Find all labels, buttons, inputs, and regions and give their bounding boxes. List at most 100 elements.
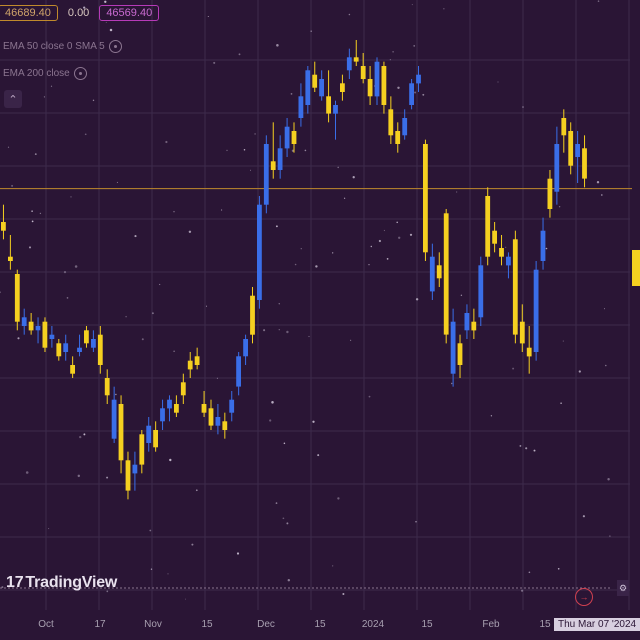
- candle-body: [436, 265, 442, 279]
- candle: [194, 347, 200, 370]
- candle: [49, 326, 55, 348]
- candle: [512, 230, 518, 344]
- star-dot: [450, 382, 453, 385]
- candle-body: [167, 399, 172, 409]
- star-dot: [92, 99, 95, 102]
- star-dot: [528, 571, 531, 574]
- open-value: 46689.40: [0, 5, 58, 21]
- candle: [180, 373, 186, 404]
- candle-body: [443, 213, 449, 335]
- star-dot: [414, 91, 417, 94]
- candle-body: [395, 131, 401, 144]
- candle-body: [187, 360, 193, 370]
- candle-body: [8, 256, 13, 261]
- candle-body: [478, 265, 484, 318]
- star-dot: [397, 86, 400, 90]
- star-dot: [337, 166, 339, 169]
- candle: [409, 79, 414, 110]
- candle-body: [291, 131, 297, 144]
- candle-body: [139, 434, 145, 465]
- time-axis-label: Feb: [482, 619, 500, 630]
- candle: [367, 66, 373, 105]
- candle-body: [236, 356, 241, 387]
- candle: [360, 53, 366, 84]
- candle-body: [388, 109, 394, 136]
- star-dot: [141, 338, 144, 341]
- candle: [21, 308, 27, 335]
- star-dot: [350, 339, 352, 341]
- arrow-right-icon[interactable]: →: [575, 588, 593, 606]
- candle-body: [42, 321, 48, 348]
- star-dot: [39, 212, 42, 215]
- eye-icon[interactable]: [108, 40, 122, 53]
- star-dot: [456, 191, 458, 193]
- star-dot: [348, 13, 351, 16]
- indicator-row-ema200[interactable]: EMA 200 close: [3, 67, 87, 80]
- star-dot: [282, 517, 285, 520]
- star-dot: [191, 543, 194, 546]
- time-axis-label: 15: [421, 619, 433, 630]
- candle: [381, 61, 387, 114]
- star-dot: [578, 370, 581, 373]
- star-dot: [512, 367, 515, 370]
- chevron-up-icon[interactable]: ⌃: [4, 90, 22, 108]
- candle: [298, 83, 304, 127]
- candle-body: [402, 118, 408, 136]
- candle-body: [416, 74, 421, 84]
- candle-body: [346, 57, 352, 71]
- gear-icon[interactable]: ⚙: [617, 580, 629, 596]
- star-dot: [63, 270, 67, 274]
- candle-body: [270, 161, 276, 170]
- candle: [326, 70, 331, 123]
- candle: [63, 334, 69, 361]
- candle: [471, 308, 477, 339]
- candle: [28, 313, 34, 335]
- star-dot: [106, 476, 109, 479]
- star-dot: [221, 209, 223, 211]
- candle: [485, 187, 491, 266]
- time-axis-label: Oct: [38, 619, 54, 630]
- star-dot: [596, 180, 600, 184]
- candle-body: [21, 317, 27, 326]
- star-dot: [286, 522, 289, 525]
- candle-body: [1, 222, 6, 231]
- star-dot: [150, 568, 153, 570]
- time-axis-label: 2024: [361, 619, 385, 630]
- star-dot: [558, 206, 561, 208]
- last-price-marker: [632, 250, 640, 286]
- star-dot: [213, 61, 216, 64]
- candle: [353, 40, 359, 66]
- candle: [132, 451, 138, 491]
- indicator-row-ema50[interactable]: EMA 50 close 0 SMA 5: [3, 40, 122, 53]
- star-dot: [605, 364, 607, 367]
- star-dot: [276, 44, 279, 47]
- candle: [464, 304, 470, 339]
- star-dot: [562, 340, 564, 342]
- candle-body: [450, 321, 456, 374]
- star-dot: [370, 245, 373, 248]
- candle-body: [125, 460, 131, 491]
- star-dot: [31, 220, 34, 223]
- indicator-label-ema200: EMA 200 close: [3, 68, 70, 79]
- star-dot: [368, 395, 371, 398]
- logo-text: TradingView: [25, 574, 118, 591]
- star-dot: [291, 149, 295, 152]
- candle-body: [547, 178, 553, 209]
- star-dot: [522, 106, 524, 108]
- time-axis-label: Dec: [257, 619, 275, 630]
- candle: [111, 386, 117, 443]
- star-dot: [125, 315, 127, 318]
- candle: [526, 326, 532, 374]
- candle-body: [77, 347, 82, 352]
- eye-icon[interactable]: [73, 67, 87, 80]
- star-dot: [109, 28, 113, 32]
- candle-body: [409, 83, 414, 105]
- time-axis-label: 17: [94, 619, 106, 630]
- indicator-label-ema50: EMA 50 close 0 SMA 5: [3, 41, 105, 52]
- star-dot: [392, 50, 394, 53]
- candle-body: [132, 464, 138, 474]
- star-dot: [173, 210, 175, 213]
- star-dot: [533, 449, 536, 452]
- candle-body: [215, 417, 221, 426]
